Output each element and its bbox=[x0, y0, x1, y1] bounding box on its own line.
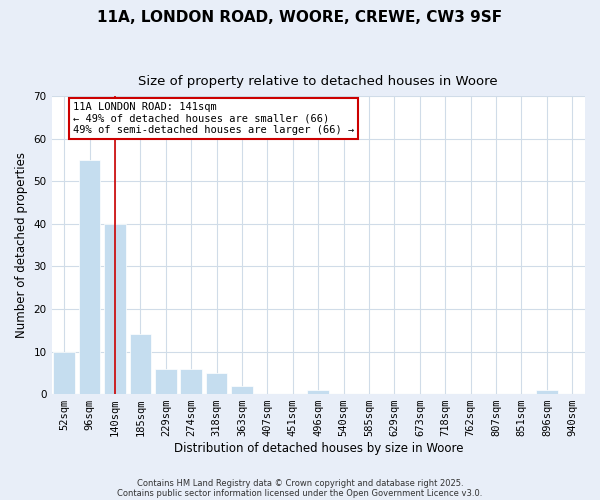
Bar bbox=[307, 390, 329, 394]
Bar bbox=[536, 390, 557, 394]
Bar bbox=[206, 373, 227, 394]
Text: Contains HM Land Registry data © Crown copyright and database right 2025.: Contains HM Land Registry data © Crown c… bbox=[137, 478, 463, 488]
Bar bbox=[231, 386, 253, 394]
Text: 11A, LONDON ROAD, WOORE, CREWE, CW3 9SF: 11A, LONDON ROAD, WOORE, CREWE, CW3 9SF bbox=[97, 10, 503, 25]
Bar bbox=[130, 334, 151, 394]
Bar bbox=[155, 368, 176, 394]
Bar bbox=[53, 352, 75, 394]
Title: Size of property relative to detached houses in Woore: Size of property relative to detached ho… bbox=[139, 75, 498, 88]
Bar bbox=[181, 368, 202, 394]
Bar bbox=[79, 160, 100, 394]
Text: Contains public sector information licensed under the Open Government Licence v3: Contains public sector information licen… bbox=[118, 488, 482, 498]
Bar bbox=[104, 224, 126, 394]
Text: 11A LONDON ROAD: 141sqm
← 49% of detached houses are smaller (66)
49% of semi-de: 11A LONDON ROAD: 141sqm ← 49% of detache… bbox=[73, 102, 354, 136]
Y-axis label: Number of detached properties: Number of detached properties bbox=[15, 152, 28, 338]
X-axis label: Distribution of detached houses by size in Woore: Distribution of detached houses by size … bbox=[173, 442, 463, 455]
